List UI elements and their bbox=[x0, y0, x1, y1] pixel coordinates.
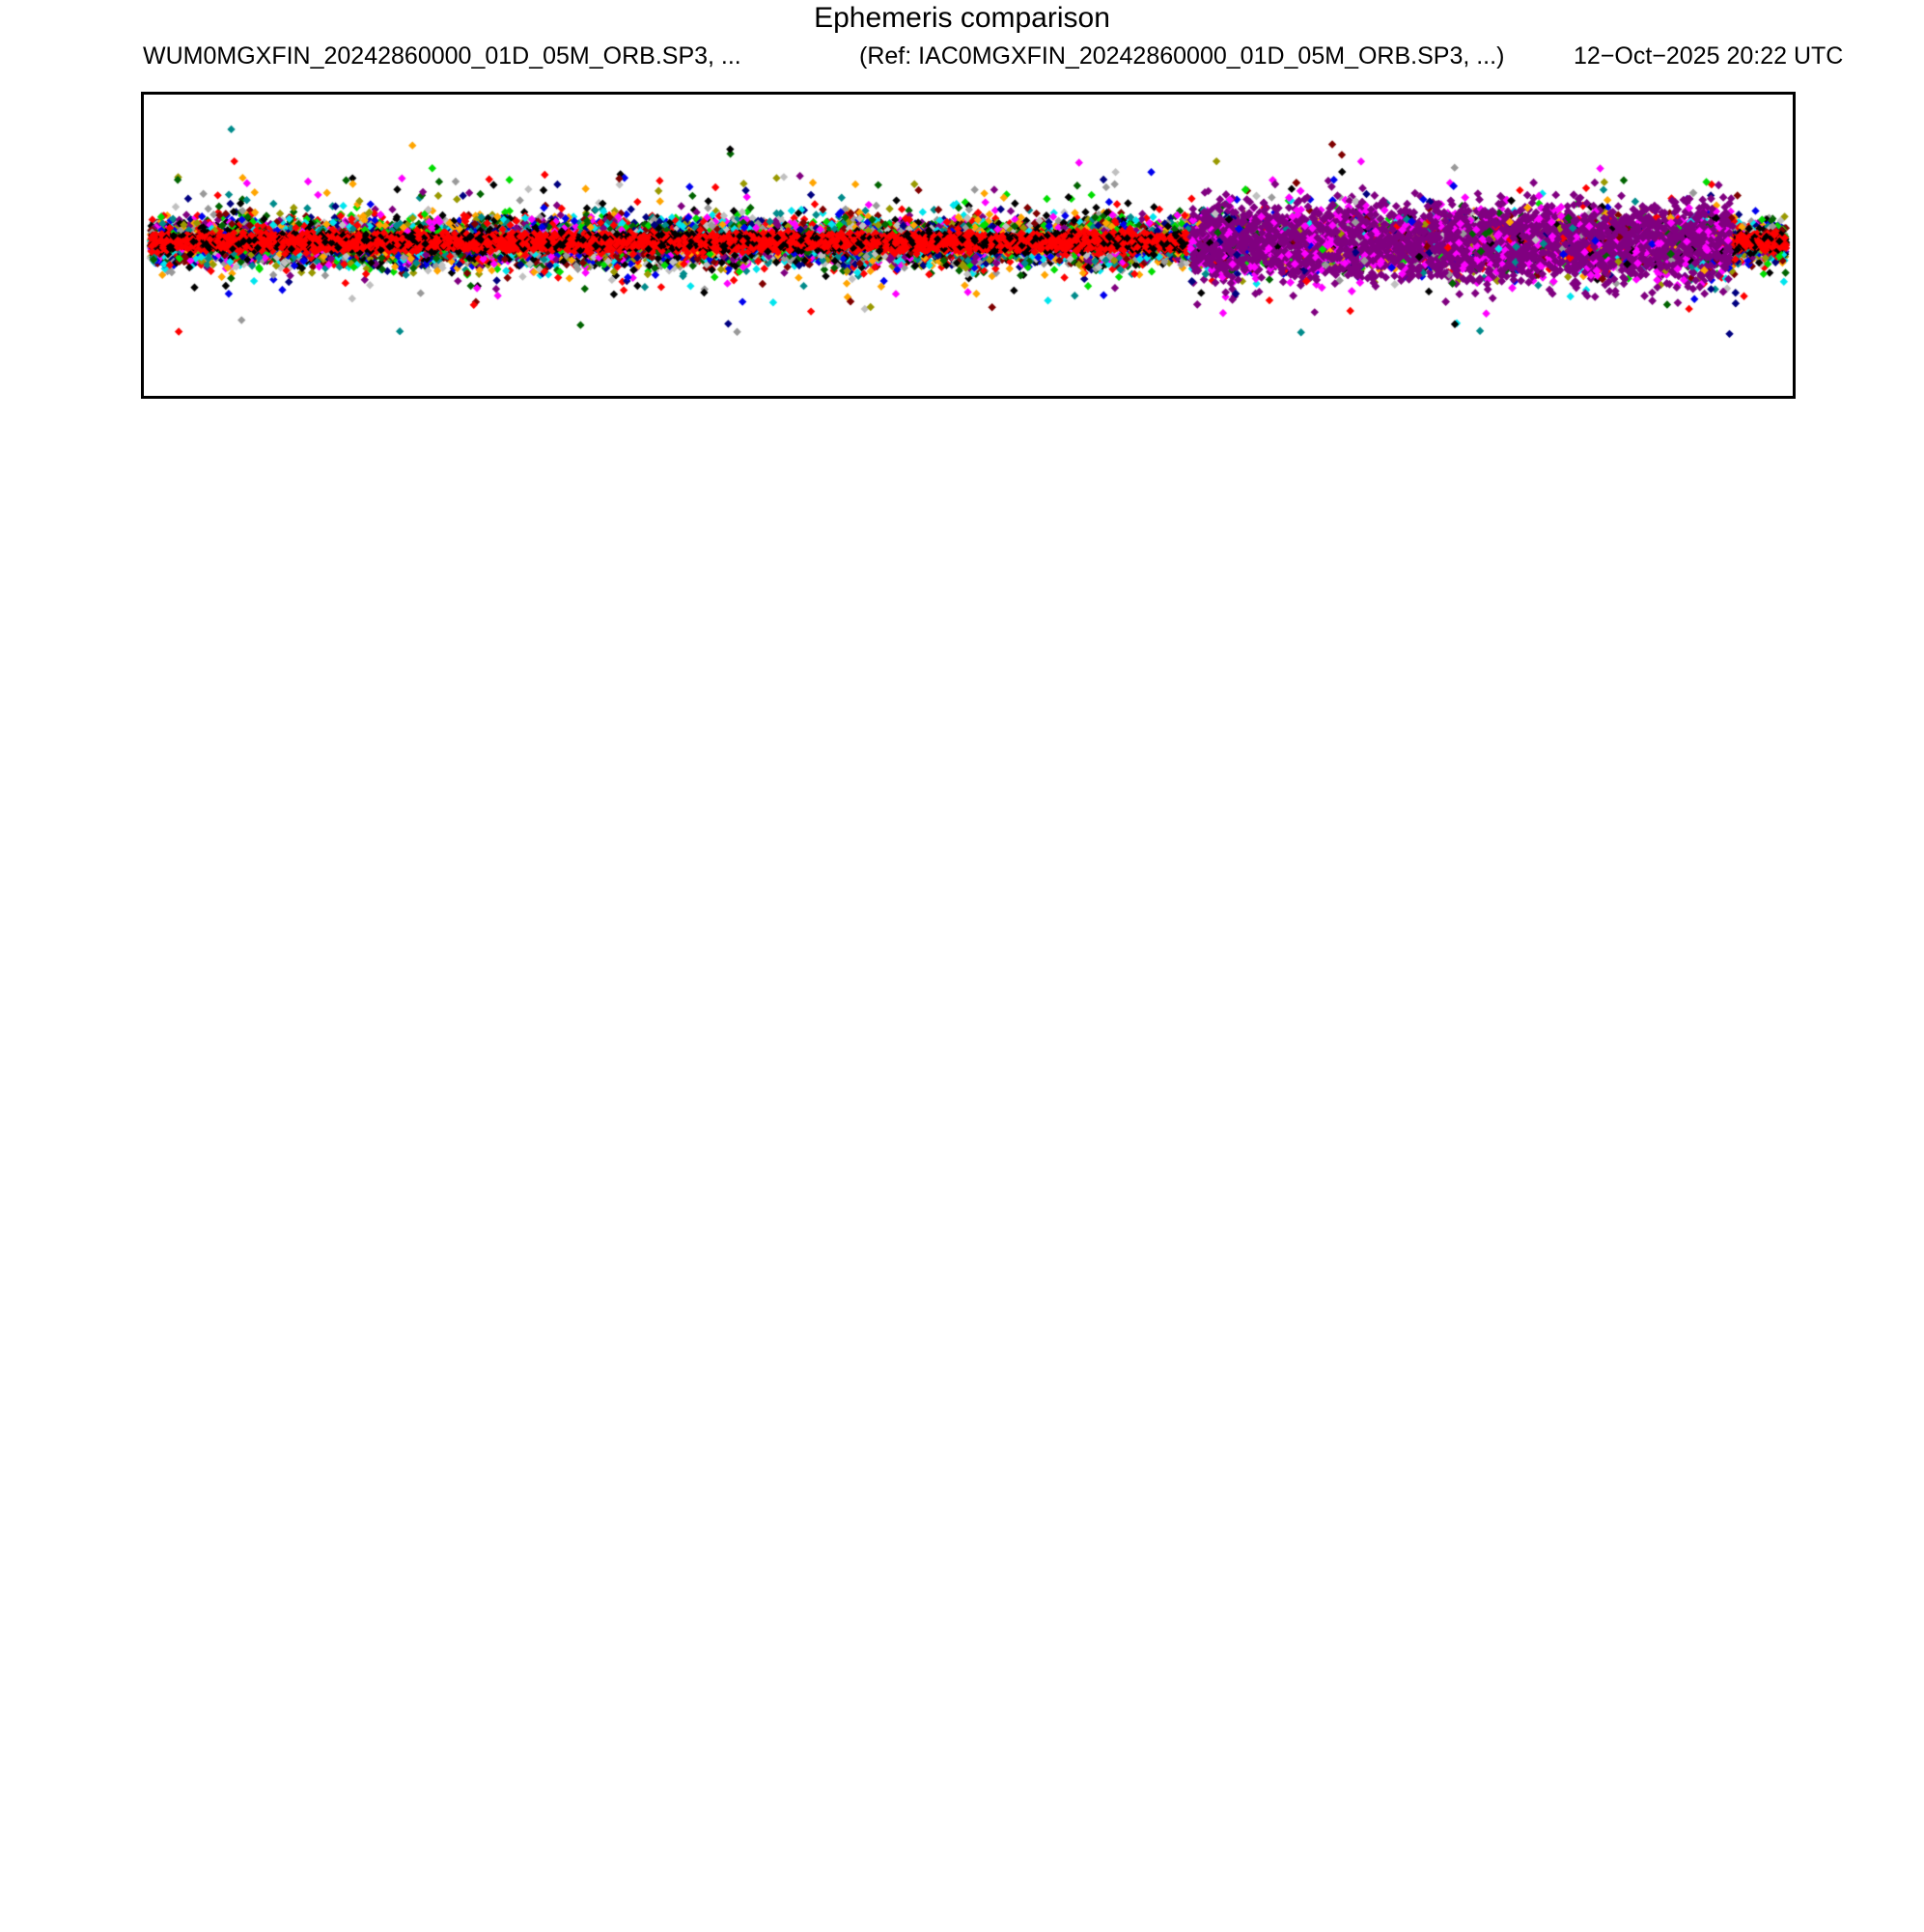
page-title: Ephemeris comparison bbox=[814, 2, 1110, 34]
reference-file-label: (Ref: IAC0MGXFIN_20242860000_01D_05M_ORB… bbox=[859, 42, 1505, 70]
product-file-label: WUM0MGXFIN_20242860000_01D_05M_ORB.SP3, … bbox=[143, 42, 741, 70]
scatter-canvas-radial bbox=[144, 95, 1793, 396]
chart-panel-radial bbox=[141, 92, 1796, 399]
generation-timestamp: 12−Oct−2025 20:22 UTC bbox=[1574, 42, 1844, 70]
